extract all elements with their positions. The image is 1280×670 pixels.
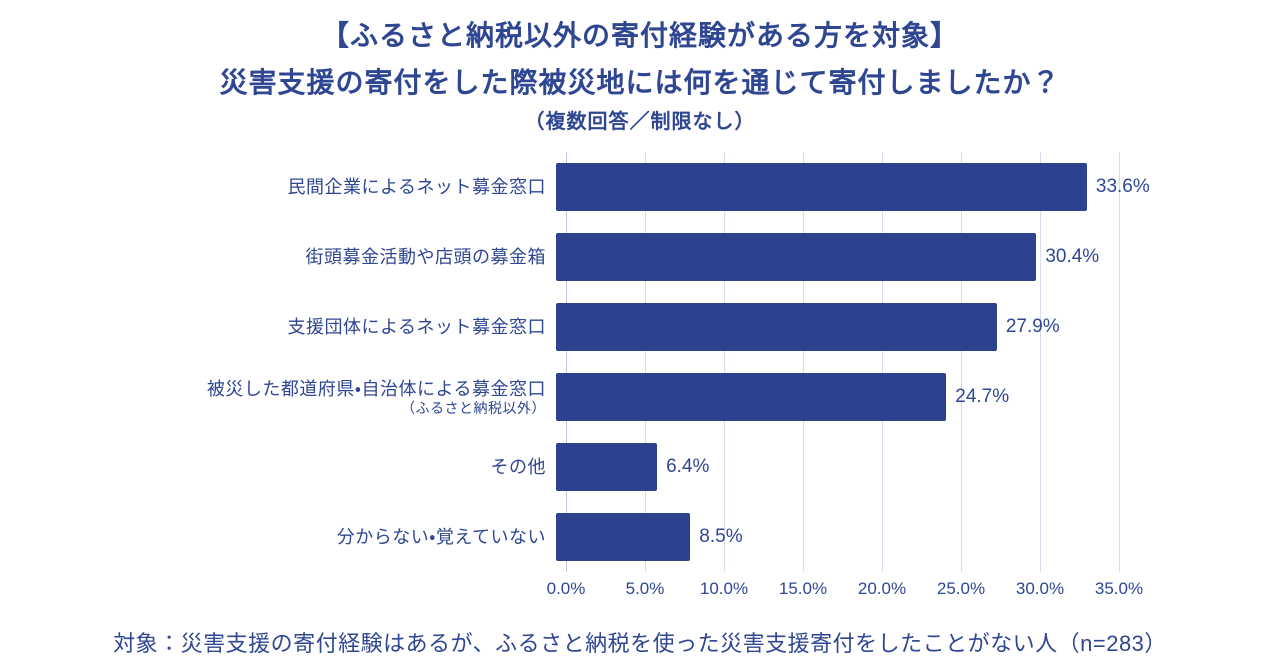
bar	[556, 373, 947, 421]
bar	[556, 233, 1037, 281]
gridlines-layer	[566, 152, 1120, 572]
bar-row: 分からない・覚えていない 8.5%	[0, 502, 1280, 572]
gridline	[724, 152, 725, 572]
category-label: 被災した都道府県・自治体による募金窓口 （ふるさと納税以外）	[0, 378, 556, 417]
gridline	[803, 152, 804, 572]
category-label-text: 支援団体によるネット募金窓口	[287, 316, 546, 337]
bar	[556, 163, 1087, 211]
x-tick-label: 35.0%	[1094, 579, 1144, 598]
gridline	[961, 152, 962, 572]
chart-title: 【ふるさと納税以外の寄付経験がある方を対象】 災害支援の寄付をした際被災地には何…	[0, 0, 1280, 138]
y-axis-line	[566, 152, 567, 572]
title-line2: 災害支援の寄付をした際被災地には何を通じて寄付しましたか？	[219, 67, 1061, 98]
x-tick-label: 20.0%	[857, 579, 907, 598]
category-label: 民間企業によるネット募金窓口	[0, 176, 556, 199]
category-label-text: 民間企業によるネット募金窓口	[287, 176, 546, 197]
value-label: 24.7%	[955, 386, 1010, 407]
value-label: 27.9%	[1005, 316, 1060, 337]
x-tick-label: 0.0%	[546, 579, 586, 598]
category-label-text: その他	[490, 456, 546, 477]
x-tick-label: 15.0%	[778, 579, 828, 598]
value-label: 6.4%	[666, 456, 710, 477]
x-tick-label: 5.0%	[625, 579, 665, 598]
bar-rows: 民間企業によるネット募金窓口 33.6% 街頭募金活動や店頭の募金箱 30.4% 支援団…	[0, 152, 1280, 572]
bar-track: 30.4%	[556, 233, 1109, 281]
gridline	[882, 152, 883, 572]
footnote: 対象：災害支援の寄付経験はあるが、ふるさと納税を使った災害支援寄付をしたことがな…	[113, 631, 1167, 656]
bar-track: 33.6%	[556, 163, 1150, 211]
gridline	[645, 152, 646, 572]
value-label: 30.4%	[1045, 246, 1100, 267]
bar-track: 27.9%	[556, 303, 1109, 351]
category-label: 分からない・覚えていない	[0, 526, 556, 549]
bar	[556, 303, 997, 351]
gridline	[1119, 152, 1120, 572]
title-line1: 【ふるさと納税以外の寄付経験がある方を対象】	[320, 20, 959, 51]
bar-chart: 民間企業によるネット募金窓口 33.6% 街頭募金活動や店頭の募金箱 30.4% 支援団…	[0, 152, 1280, 602]
category-label: その他	[0, 456, 556, 479]
value-label: 8.5%	[699, 526, 743, 547]
x-tick-label: 10.0%	[699, 579, 749, 598]
x-axis: 0.0% 5.0% 10.0% 15.0% 20.0% 25.0% 30.0% 35.0%	[547, 572, 1143, 602]
bar-track: 8.5%	[556, 513, 1109, 561]
x-tick-label: 30.0%	[1015, 579, 1065, 598]
title-line3: （複数回答／制限なし）	[524, 111, 756, 133]
category-label: 支援団体によるネット募金窓口	[0, 316, 556, 339]
bar-row: その他 6.4%	[0, 432, 1280, 502]
bar-row: 民間企業によるネット募金窓口 33.6%	[0, 152, 1280, 222]
bar-row: 支援団体によるネット募金窓口 27.9%	[0, 292, 1280, 362]
bar-row: 街頭募金活動や店頭の募金箱 30.4%	[0, 222, 1280, 292]
plot-area: 民間企業によるネット募金窓口 33.6% 街頭募金活動や店頭の募金箱 30.4% 支援団…	[0, 152, 1280, 572]
x-tick-label: 25.0%	[936, 579, 986, 598]
bar-row: 被災した都道府県・自治体による募金窓口 （ふるさと納税以外） 24.7%	[0, 362, 1280, 432]
category-label-text: 分からない・覚えていない	[336, 526, 546, 547]
bar-track: 6.4%	[556, 443, 1109, 491]
bar-track: 24.7%	[556, 373, 1109, 421]
category-subnote: （ふるさと納税以外）	[401, 400, 546, 417]
gridline	[1040, 152, 1041, 572]
value-label: 33.6%	[1095, 176, 1150, 197]
bar	[556, 443, 658, 491]
category-label: 街頭募金活動や店頭の募金箱	[0, 246, 556, 269]
bar	[556, 513, 691, 561]
category-label-text: 被災した都道府県・自治体による募金窓口	[206, 378, 546, 399]
category-label-text: 街頭募金活動や店頭の募金箱	[305, 246, 546, 267]
